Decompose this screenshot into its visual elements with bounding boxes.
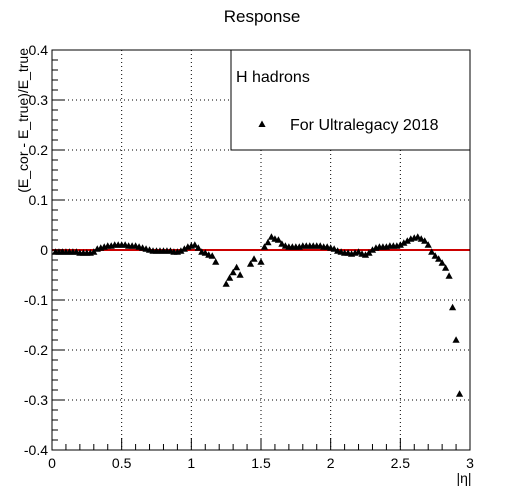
data-point (201, 249, 209, 256)
data-point (438, 259, 446, 266)
chart-title: Response (224, 7, 301, 26)
data-point (177, 247, 185, 254)
data-point (354, 248, 363, 255)
legend-header: H hadrons (236, 69, 310, 86)
data-point (250, 255, 258, 262)
y-tick-label: -0.4 (24, 442, 48, 458)
legend-box (230, 49, 471, 151)
data-point (233, 263, 241, 271)
x-tick-label: 1 (187, 455, 195, 471)
x-tick-label: 0 (48, 455, 56, 471)
data-point (421, 237, 429, 244)
data-point (417, 235, 425, 242)
legend: H hadrons For Ultralegacy 2018 (230, 49, 471, 151)
data-point (267, 233, 276, 240)
x-tick-label: 1.5 (251, 455, 271, 471)
y-tick-label: 0 (40, 242, 48, 258)
data-point (246, 260, 255, 267)
data-point (208, 252, 216, 259)
y-tick-label: 0.2 (29, 142, 49, 158)
data-point (396, 241, 404, 248)
x-tick-label: 3 (466, 455, 474, 471)
legend-entry-label: For Ultralegacy 2018 (290, 117, 439, 134)
data-point (212, 258, 220, 265)
y-tick-label: 0.4 (29, 42, 49, 58)
data-point (428, 248, 436, 255)
data-point (361, 251, 370, 258)
x-axis-title: |η| (456, 470, 471, 486)
data-point (400, 239, 408, 246)
data-point (222, 280, 230, 287)
data-point (330, 245, 338, 252)
data-points (51, 233, 464, 397)
data-point (445, 272, 453, 279)
y-tick-label: -0.1 (24, 292, 48, 308)
y-tick-label: 0.1 (29, 192, 49, 208)
x-tick-label: 0.5 (112, 455, 132, 471)
data-point (191, 241, 199, 248)
legend-triangle-marker (258, 120, 266, 127)
data-point (180, 245, 188, 252)
data-point (260, 243, 269, 250)
y-tick-label: -0.2 (24, 342, 48, 358)
data-point (226, 274, 234, 281)
data-point (278, 240, 286, 247)
data-point (236, 271, 244, 278)
y-tick-label: 0.3 (29, 92, 49, 108)
data-point (403, 237, 411, 244)
data-point (435, 255, 443, 262)
data-point (90, 248, 98, 255)
data-point (365, 249, 373, 256)
x-tick-label: 2 (327, 455, 335, 471)
data-point (264, 238, 272, 246)
y-tick-label: -0.3 (24, 392, 48, 408)
data-point (424, 241, 432, 248)
data-point (414, 233, 422, 240)
data-point (455, 390, 464, 397)
data-point (442, 264, 450, 271)
data-point (448, 303, 457, 311)
data-point (257, 258, 265, 265)
data-point (431, 252, 439, 259)
data-point (452, 336, 460, 343)
data-point (368, 246, 377, 253)
data-point (194, 244, 202, 251)
data-point (229, 268, 237, 276)
data-point (274, 236, 283, 243)
x-tick-label: 2.5 (391, 455, 411, 471)
y-axis-title: (E_cor - E_true)/E_true (15, 48, 31, 193)
